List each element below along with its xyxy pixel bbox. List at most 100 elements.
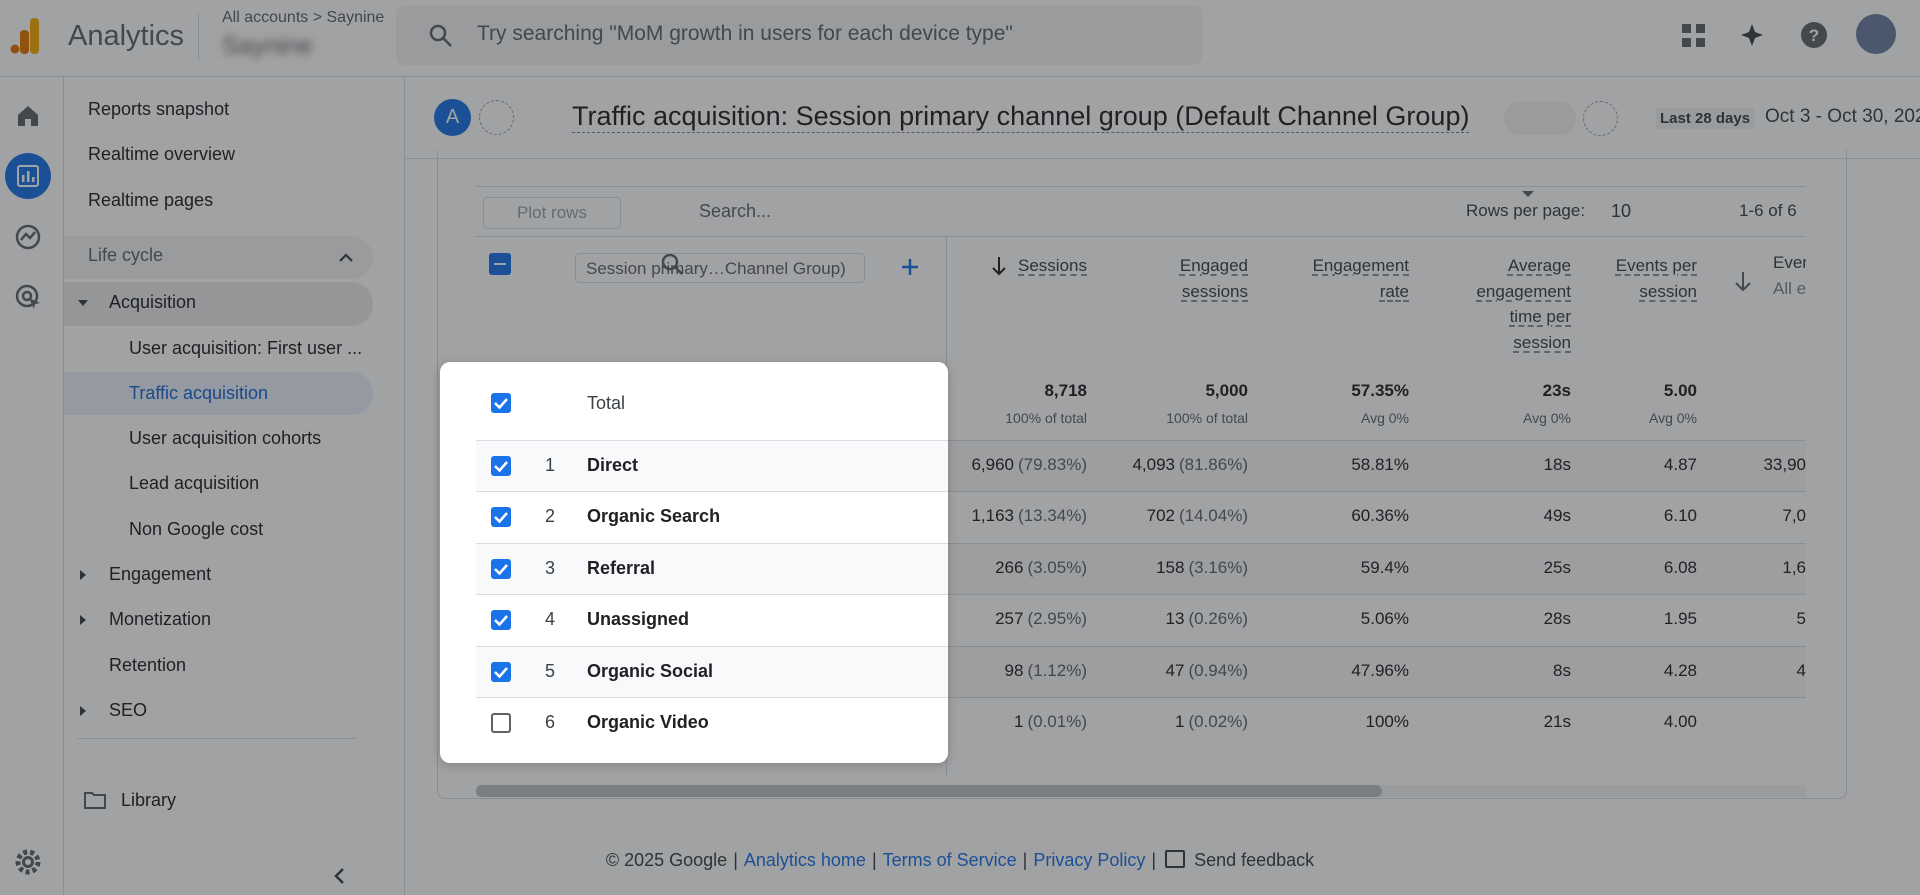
dimension-select[interactable]: Session primary…Channel Group) — [575, 253, 865, 283]
cell: 49s — [1543, 506, 1571, 526]
add-filter[interactable] — [1583, 101, 1618, 136]
footer-link[interactable]: Privacy Policy — [1033, 850, 1146, 870]
row-checkbox[interactable] — [491, 456, 511, 476]
plot-rows-button[interactable]: Plot rows — [483, 197, 621, 229]
avatar[interactable] — [1856, 14, 1896, 54]
date-range[interactable]: Oct 3 - Oct 30, 2025 — [1765, 106, 1920, 127]
popup-row-divider — [476, 697, 948, 698]
row-checkbox[interactable] — [491, 610, 511, 631]
select-all-checkbox[interactable] — [489, 253, 511, 275]
expand-caret[interactable] — [77, 569, 89, 581]
rows-per-page[interactable]: 10 — [1611, 201, 1632, 221]
footer-link[interactable]: Terms of Service — [882, 850, 1017, 870]
cell-share: (1.12%) — [1027, 660, 1087, 680]
cell-share: (14.04%) — [1179, 506, 1248, 526]
cell: 21s — [1543, 712, 1571, 731]
sidebar-divider — [78, 738, 356, 739]
cell: 4.87 — [1663, 455, 1697, 474]
nav-group[interactable]: Monetization — [109, 609, 212, 630]
column-header[interactable]: Event count — [1773, 253, 1806, 272]
cell: 1,163 (13.34%) — [971, 506, 1087, 526]
nav-group[interactable]: Retention — [109, 654, 187, 675]
help-icon[interactable]: ? — [1800, 21, 1828, 49]
rows-dropdown[interactable] — [1518, 188, 1538, 200]
channel-name[interactable]: Direct — [587, 455, 639, 475]
section-chevron[interactable] — [338, 252, 354, 262]
row-divider — [476, 645, 1806, 647]
cell: 13 (0.26%) — [1166, 609, 1248, 629]
cell: 60.36% — [1351, 506, 1409, 526]
product-name: Analytics — [68, 20, 185, 52]
nav-group[interactable]: Acquisition — [109, 292, 197, 313]
explore-icon[interactable] — [14, 223, 42, 251]
account-name[interactable]: Saynine — [222, 32, 313, 60]
channel-name[interactable]: Organic Social — [587, 660, 714, 681]
cell: 5.06% — [1360, 609, 1409, 629]
separator: | — [1022, 850, 1028, 870]
cell: 6.10 — [1663, 506, 1697, 526]
search-box[interactable] — [396, 6, 1202, 65]
row-rank: 2 — [545, 506, 556, 527]
nav-item[interactable]: Realtime overview — [88, 144, 236, 165]
add-comparison[interactable] — [479, 100, 514, 135]
status-chip[interactable] — [1504, 101, 1576, 135]
nav-group[interactable]: Engagement — [109, 564, 212, 584]
reports-glyph — [17, 165, 39, 187]
property-badge[interactable]: A — [434, 99, 471, 136]
column-header[interactable]: Engagement rate — [1312, 256, 1409, 301]
nav-group[interactable]: SEO — [109, 699, 148, 720]
total-value: 5,000 — [1205, 381, 1248, 400]
cell: 33,90 — [1763, 455, 1806, 474]
home-icon[interactable] — [14, 102, 42, 130]
channel-name[interactable]: Referral — [587, 557, 656, 578]
apps-icon[interactable] — [1680, 22, 1708, 50]
nav-item[interactable]: Reports snapshot — [88, 99, 230, 119]
advertising-icon[interactable] — [14, 283, 42, 311]
add-dimension[interactable] — [900, 257, 920, 277]
scroll-thumb[interactable] — [476, 785, 1382, 797]
section-header[interactable]: Life cycle — [88, 244, 164, 265]
column-header[interactable]: Events per session — [1615, 256, 1697, 301]
nav-subitem[interactable]: Non Google cost — [129, 518, 264, 539]
insights-icon[interactable] — [1738, 20, 1768, 50]
row-checkbox[interactable] — [491, 661, 511, 682]
collapse-icon[interactable] — [330, 866, 350, 886]
footer-link[interactable]: Analytics home — [743, 850, 866, 870]
feedback-link[interactable]: Send feedback — [1194, 850, 1315, 870]
column-header[interactable]: Sessions — [1018, 256, 1087, 275]
expand-caret[interactable] — [77, 705, 89, 717]
column-header[interactable]: Average engagement time per session — [1476, 256, 1571, 352]
total-note: 100% of total — [1166, 410, 1248, 426]
total-checkbox[interactable] — [491, 393, 511, 413]
total-note: Avg 0% — [1649, 410, 1697, 426]
nav-subitem[interactable]: Traffic acquisition — [129, 382, 269, 403]
total-note: 100% of total — [1005, 410, 1087, 426]
popup-row-divider — [476, 491, 948, 493]
search-placeholder: Try searching "MoM growth in users for e… — [477, 22, 1013, 45]
feedback-icon — [1165, 850, 1186, 868]
channel-name[interactable]: Organic Search — [587, 506, 721, 527]
cell-value: 1 — [1014, 712, 1024, 731]
row-checkbox[interactable] — [491, 507, 511, 528]
expand-caret[interactable] — [77, 614, 89, 626]
row-checkbox[interactable] — [491, 558, 511, 579]
nav-subitem[interactable]: Lead acquisition — [129, 473, 260, 494]
channel-name[interactable]: Organic Video — [587, 712, 709, 732]
column-header[interactable]: Engaged sessions — [1179, 256, 1248, 301]
cell-value: 702 — [1146, 506, 1176, 526]
library[interactable]: Library — [121, 790, 177, 810]
cell: 1,6 — [1782, 557, 1806, 577]
expand-caret[interactable] — [77, 297, 89, 309]
total-note: Avg 0% — [1523, 410, 1571, 426]
cell: 18s — [1543, 455, 1571, 474]
copyright: © 2025 Google — [605, 850, 728, 870]
settings-icon[interactable] — [14, 848, 42, 876]
nav-item[interactable]: Realtime pages — [88, 189, 214, 210]
nav-subitem[interactable]: User acquisition cohorts — [129, 428, 322, 449]
table-search[interactable]: Search... — [699, 201, 772, 221]
row-checkbox[interactable] — [491, 713, 511, 733]
cell-share: (3.05%) — [1027, 557, 1087, 577]
channel-name[interactable]: Unassigned — [587, 609, 690, 630]
nav-subitem[interactable]: User acquisition: First user ... — [129, 337, 363, 358]
